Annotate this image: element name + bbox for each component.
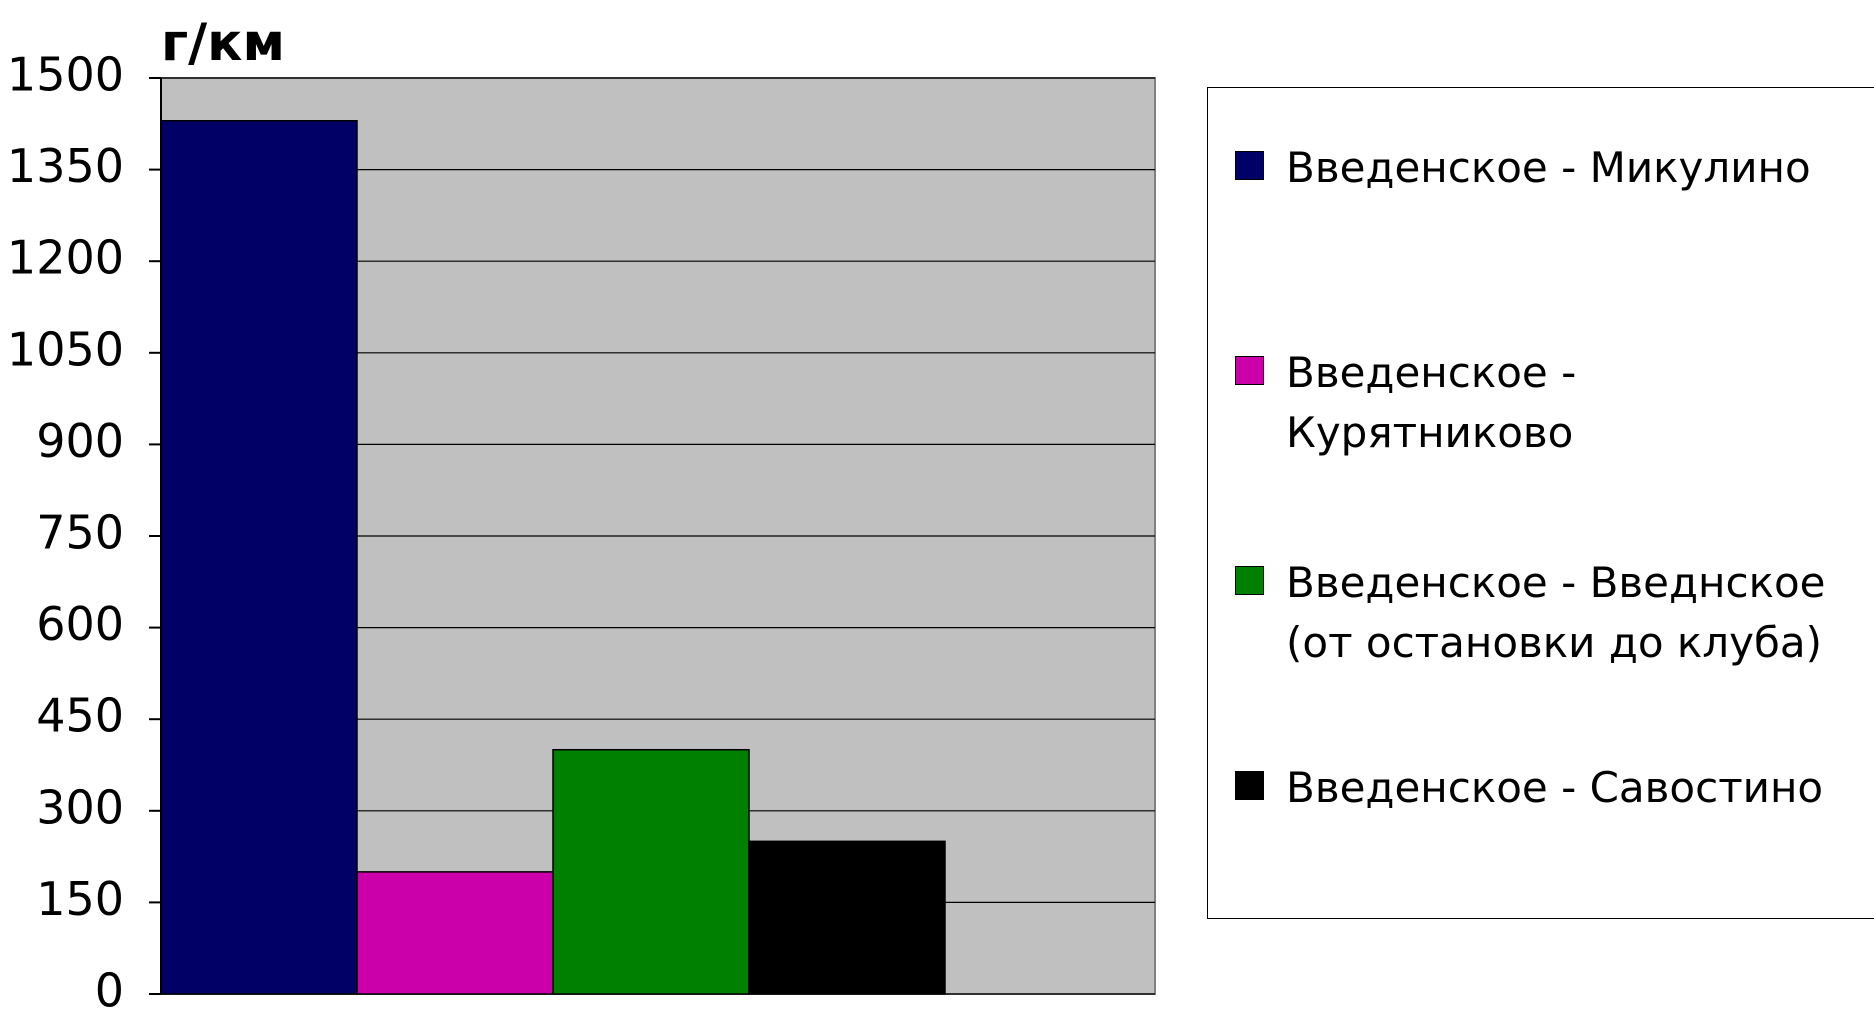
legend-label: Введенское - Савостино bbox=[1286, 763, 1824, 812]
y-tick-label: 1350 bbox=[7, 139, 124, 193]
legend-entry: Введенское - Курятниково bbox=[1235, 343, 1874, 463]
bar bbox=[160, 119, 358, 995]
y-tick-label: 600 bbox=[36, 597, 124, 651]
y-tick-label: 450 bbox=[36, 689, 124, 743]
bar bbox=[748, 840, 946, 995]
bar bbox=[552, 748, 750, 995]
y-tick-label: 300 bbox=[36, 780, 124, 834]
y-tick-label: 150 bbox=[36, 872, 124, 926]
y-tick-label: 900 bbox=[36, 414, 124, 468]
legend-label: Введенское - Микулино bbox=[1286, 143, 1811, 192]
legend-swatch bbox=[1235, 151, 1264, 180]
y-tick-label: 1500 bbox=[7, 48, 124, 102]
chart-title: г/км bbox=[161, 13, 285, 73]
legend-swatch bbox=[1235, 356, 1264, 385]
legend: Введенское - Микулино Введенское - Курятн… bbox=[1207, 87, 1874, 919]
legend-swatch bbox=[1235, 566, 1264, 595]
bar bbox=[356, 871, 554, 995]
legend-label: Введенское - Введнское (от остановки до … bbox=[1286, 558, 1826, 667]
y-tick-label: 750 bbox=[36, 506, 124, 560]
y-tick-label: 1050 bbox=[7, 322, 124, 376]
legend-entry: Введенское - Микулино bbox=[1235, 138, 1874, 198]
legend-swatch bbox=[1235, 771, 1264, 800]
legend-entry: Введенское - Савостино bbox=[1235, 758, 1874, 818]
legend-entry: Введенское - Введнское (от остановки до … bbox=[1235, 553, 1874, 673]
y-tick-label: 0 bbox=[95, 964, 124, 1018]
legend-label: Введенское - Курятниково bbox=[1286, 348, 1577, 457]
y-tick-label: 1200 bbox=[7, 231, 124, 285]
